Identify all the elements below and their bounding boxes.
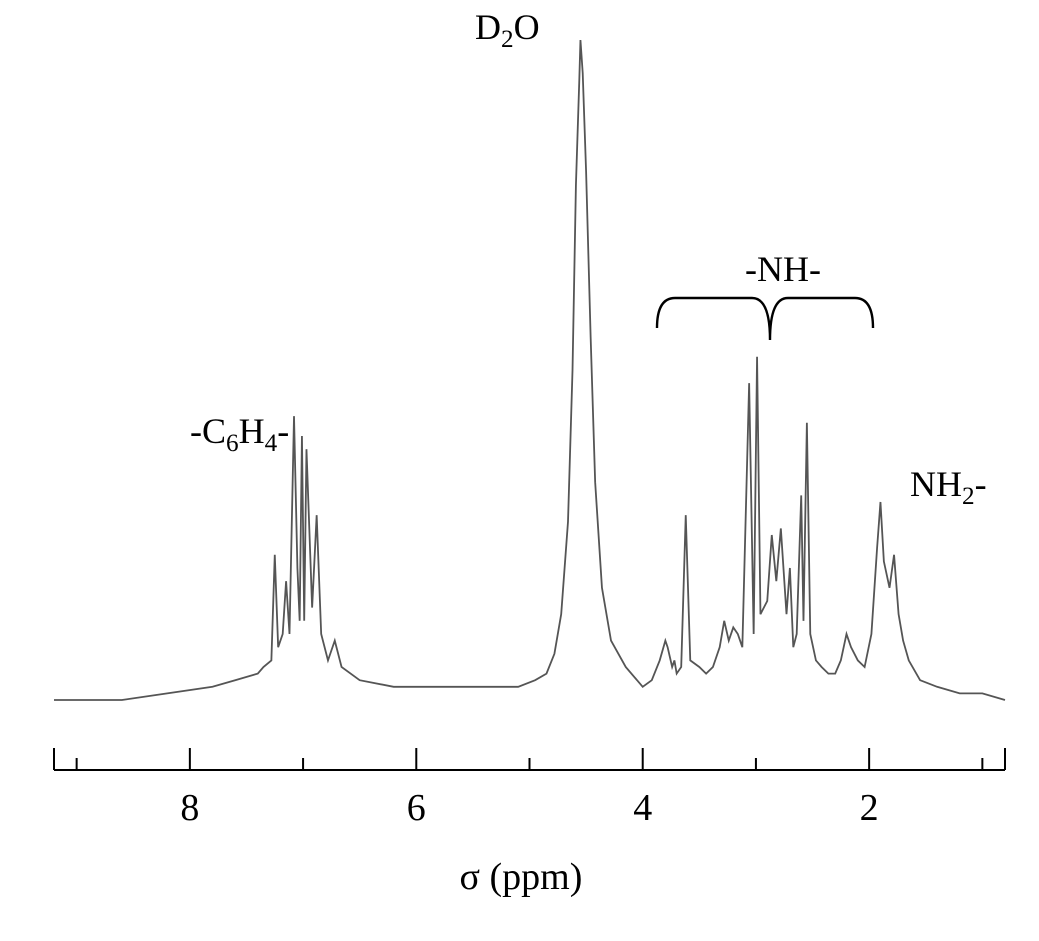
peak-label-c6h4: -C6H4-: [190, 410, 289, 452]
spectrum-trace: [54, 40, 1005, 700]
x-tick-label: 6: [407, 787, 426, 829]
peak-label-nh: -NH-: [745, 248, 821, 290]
x-tick-label: 8: [180, 787, 199, 829]
x-tick-label: 4: [633, 787, 652, 829]
nh-brace: [657, 298, 873, 340]
spectrum-svg: 8 6 4 2: [0, 0, 1039, 941]
x-tick-label: 2: [860, 787, 879, 829]
peak-label-d2o: D2O: [475, 6, 540, 48]
peak-label-nh2: NH2-: [910, 463, 987, 505]
nmr-chart: 8 6 4 2 D2O -C6H4- -NH- NH2- σ (ppm): [0, 0, 1039, 941]
x-axis-label: σ (ppm): [460, 855, 583, 899]
